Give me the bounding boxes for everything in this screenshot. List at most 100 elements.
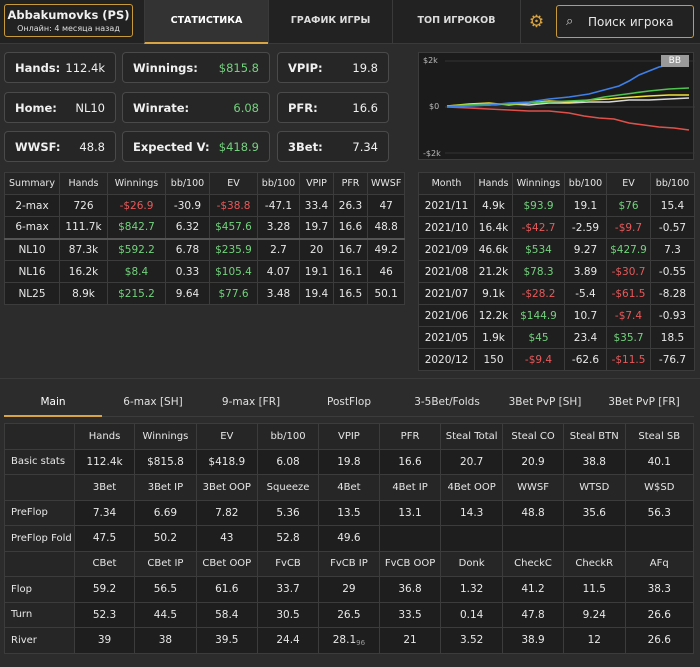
stat-value: 3.52 [440, 627, 503, 654]
stat-row: Turn 52.3 44.5 58.4 30.5 26.5 33.5 0.14 47.8 9.24… [4, 601, 695, 628]
stats-tabs: Main 6-max [SH] 9-max [FR] PostFlop 3-5B… [4, 388, 694, 417]
stat-row: PreFlop Fold 47.5 50.2 43 52.8 49.6 [4, 525, 695, 552]
table-cell: 2021/08 [418, 260, 475, 283]
column-header[interactable]: Winnings [512, 172, 565, 195]
table-cell: -0.55 [650, 260, 695, 283]
table-row: 2021/09 46.6k $534 9.27 $427.9 7.3 [418, 238, 695, 261]
top-bar: Abbakumovks (PS) Онлайн: 4 месяца назад … [0, 0, 700, 44]
table-cell: $76 [606, 194, 651, 217]
stat-value: 11.5 [563, 576, 626, 603]
table-cell: 4.07 [257, 260, 300, 283]
column-header[interactable]: WWSF [366, 172, 406, 195]
table-cell: 3.89 [564, 260, 607, 283]
table-cell: 2-max [4, 194, 60, 217]
search-input[interactable]: ⌕ Поиск игрока [556, 5, 694, 38]
table-cell: 16.7 [333, 237, 368, 261]
table-cell: $592.2 [107, 237, 166, 261]
tab-postflop[interactable]: PostFlop [326, 396, 371, 408]
table-cell: -0.93 [650, 304, 695, 327]
stat-value: 19.8 [318, 448, 380, 475]
tab-3bet-pvp-fr[interactable]: 3Bet PvP [FR] [608, 396, 680, 408]
player-card[interactable]: Abbakumovks (PS) Онлайн: 4 месяца назад [4, 4, 133, 37]
stat-value: $418.9 [195, 448, 259, 475]
column-header[interactable]: PFR [333, 172, 368, 195]
graph-canvas [445, 60, 695, 154]
stat-value: 38.8 [563, 448, 626, 475]
table-cell: NL25 [4, 282, 60, 305]
tab-3bet-pvp-sh[interactable]: 3Bet PvP [SH] [508, 396, 582, 408]
stat-box-home: Home: NL10 [4, 92, 116, 123]
winnings-graph[interactable]: $2k $0 -$2k BB [418, 52, 695, 160]
stat-value: $815.8 [218, 61, 259, 75]
table-cell: -2.59 [564, 216, 607, 239]
tab-game-graph[interactable]: ГРАФИК ИГРЫ [268, 0, 392, 44]
table-cell: -30.9 [165, 194, 210, 217]
stat-value: 41.2 [501, 576, 565, 603]
stat-label: 3Bet: [288, 140, 323, 154]
table-cell: 726 [59, 194, 108, 217]
stat-header: CBet OOP [195, 550, 259, 577]
table-cell: 2021/05 [418, 326, 475, 349]
table-cell: 2020/12 [418, 348, 475, 371]
stat-box-vpip: VPIP: 19.8 [277, 52, 389, 83]
table-cell: $78.3 [512, 260, 565, 283]
tab-3-5bet-folds[interactable]: 3-5Bet/Folds [414, 396, 480, 408]
table-row: NL25 8.9k $215.2 9.64 $77.6 3.48 19.4 16.5 50.1 [4, 282, 406, 305]
stat-value: 9.24 [563, 601, 626, 628]
stat-header: WWSF [501, 474, 565, 501]
stat-value: 61.6 [195, 576, 259, 603]
stat-value: 1.32 [440, 576, 503, 603]
table-cell: $8.4 [107, 260, 166, 283]
column-header[interactable]: bb/100 [165, 172, 210, 195]
table-cell: 111.7k [59, 216, 108, 239]
section-header-row: CBet CBet IP CBet OOP FvCB FvCB IP FvCB OOP Do… [4, 550, 695, 577]
table-cell: $35.7 [606, 326, 651, 349]
column-header[interactable]: Summary [4, 172, 60, 195]
stat-header: CBet [73, 550, 136, 577]
table-cell: 6.78 [165, 237, 210, 261]
table-row: NL16 16.2k $8.4 0.33 $105.4 4.07 19.1 16.1 46 [4, 260, 406, 283]
stat-header: PFR [378, 423, 442, 450]
tab-main[interactable]: Main [4, 388, 102, 417]
table-cell: -8.28 [650, 282, 695, 305]
column-header[interactable]: VPIP [299, 172, 334, 195]
tab-statistics[interactable]: СТАТИСТИКА [144, 0, 268, 44]
stat-value: 40.1 [624, 448, 695, 475]
table-cell: 46.6k [474, 238, 513, 261]
column-header[interactable]: Hands [474, 172, 513, 195]
bb-badge[interactable]: BB [660, 55, 689, 67]
stat-row: Basic stats 112.4k $815.8 $418.9 6.08 19.8 16.… [4, 448, 695, 475]
column-header[interactable]: Month [418, 172, 475, 195]
table-cell: $105.4 [209, 260, 258, 283]
column-header[interactable]: Hands [59, 172, 108, 195]
stat-value: 16.6 [378, 448, 442, 475]
column-header[interactable]: EV [606, 172, 651, 195]
column-header[interactable]: bb/100 [564, 172, 607, 195]
section-header-row: 3Bet 3Bet IP 3Bet OOP Squeeze 4Bet 4Bet IP 4Be… [4, 474, 695, 501]
stat-value: 36.8 [378, 576, 442, 603]
table-cell: 9.27 [564, 238, 607, 261]
gear-icon[interactable]: ⚙ [520, 0, 552, 44]
tab-9max[interactable]: 9-max [FR] [221, 396, 281, 408]
stat-box-hands: Hands: 112.4k [4, 52, 116, 83]
stat-value [378, 525, 442, 552]
table-cell: 2021/10 [418, 216, 475, 239]
row-label: PreFlop Fold [4, 525, 75, 552]
table-cell: $93.9 [512, 194, 565, 217]
tab-top-players[interactable]: ТОП ИГРОКОВ [392, 0, 520, 44]
column-header[interactable]: EV [209, 172, 258, 195]
stat-box-wwsf: WWSF: 48.8 [4, 131, 116, 162]
stat-value: 21 [378, 627, 442, 654]
stat-value: 7.82 [195, 499, 259, 526]
stat-header: Donk [440, 550, 503, 577]
table-cell: -$38.8 [209, 194, 258, 217]
table-cell: -$42.7 [512, 216, 565, 239]
stat-row: PreFlop 7.34 6.69 7.82 5.36 13.5 13.1 14.3 48.8 3… [4, 499, 695, 526]
table-cell: $534 [512, 238, 565, 261]
table-cell: $427.9 [606, 238, 651, 261]
column-header[interactable]: bb/100 [257, 172, 300, 195]
stat-value: 24.4 [257, 627, 320, 654]
column-header[interactable]: Winnings [107, 172, 166, 195]
column-header[interactable]: bb/100 [650, 172, 695, 195]
tab-6max[interactable]: 6-max [SH] [123, 396, 183, 408]
